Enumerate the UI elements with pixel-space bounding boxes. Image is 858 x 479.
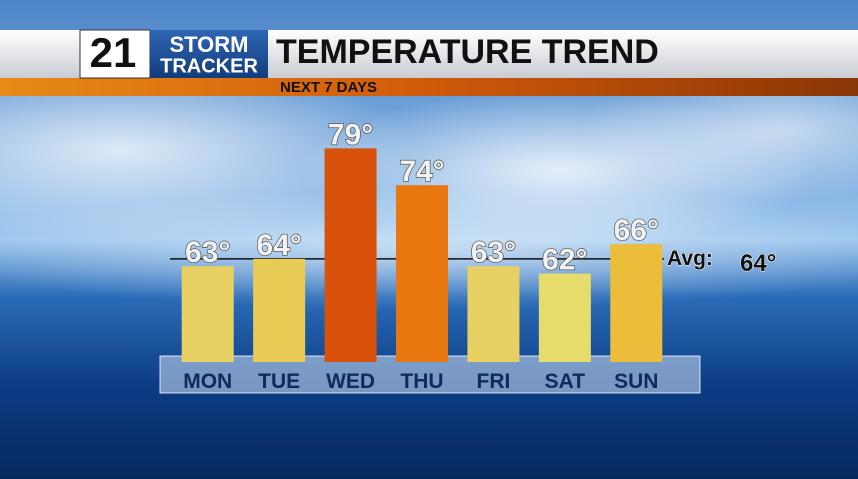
chart-title: TEMPERATURE TREND: [276, 33, 659, 71]
brand-top: STORM: [169, 32, 248, 57]
value-label: 64°: [256, 229, 301, 262]
bar: [538, 273, 591, 362]
average-label: Avg:: [667, 247, 713, 270]
average-value: 64°: [740, 250, 776, 277]
bar: [181, 266, 234, 362]
value-label: 79°: [328, 118, 373, 151]
logo-box: [79, 29, 151, 79]
value-label: 66°: [614, 214, 659, 247]
x-tick-label: TUE: [258, 370, 300, 393]
value-label: 63°: [471, 236, 516, 269]
x-tick-label: SAT: [545, 370, 586, 393]
x-tick-label: THU: [400, 370, 443, 393]
x-tick-label: WED: [326, 370, 375, 393]
chart-subtitle: NEXT 7 DAYS: [280, 79, 377, 96]
x-tick-label: SUN: [614, 370, 658, 393]
station-number: 21: [90, 29, 137, 76]
bar: [253, 258, 306, 362]
value-label: 62°: [542, 244, 587, 277]
x-tick-label: FRI: [477, 370, 511, 393]
logo-brand: [150, 30, 268, 78]
value-label: 63°: [185, 236, 230, 269]
bar: [396, 185, 448, 362]
bar: [610, 244, 663, 362]
subheader-bar: [0, 78, 858, 96]
value-label: 74°: [399, 155, 444, 188]
base-platform: [159, 355, 701, 394]
bar: [324, 148, 377, 362]
brand-bottom: TRACKER: [160, 55, 258, 77]
x-tick-label: MON: [183, 370, 232, 393]
bar: [467, 266, 520, 362]
